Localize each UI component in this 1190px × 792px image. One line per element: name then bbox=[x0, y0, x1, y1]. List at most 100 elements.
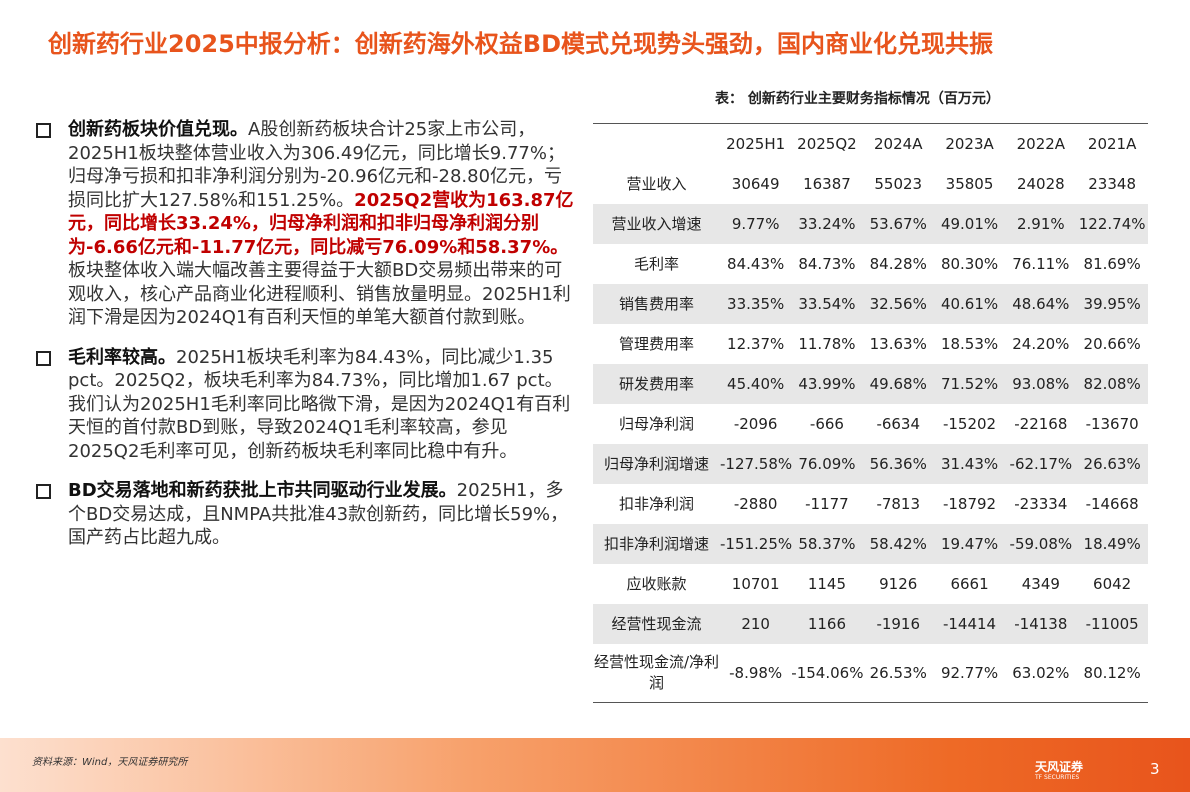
table-cell: -62.17% bbox=[1009, 455, 1073, 473]
table-cell: 23348 bbox=[1088, 175, 1136, 193]
table-cell: 71.52% bbox=[940, 375, 999, 393]
table-row: 扣非净利润增速 -151.25% 58.37% 58.42% 19.47% -59.08%… bbox=[593, 524, 1148, 564]
bullet: 毛利率较高。2025H1板块毛利率为84.43%，同比减少1.35 pct。20… bbox=[36, 346, 574, 464]
bullet-box bbox=[36, 123, 51, 138]
table-cell: 24028 bbox=[1016, 175, 1065, 193]
table-header: 2025H1 2025Q2 2024A 2023A 2022A 2021A bbox=[593, 124, 1148, 164]
table-cell: -6634 bbox=[876, 415, 921, 433]
bullet-head: 毛利率较高。 bbox=[68, 346, 176, 368]
column-header: 2021A bbox=[1087, 135, 1137, 153]
table-row: 研发费用率 45.40% 43.99% 49.68% 71.52% 93.08% 82.08… bbox=[593, 364, 1148, 404]
bullet-text: 板块整体收入端大幅改善主要得益于大额BD交易频出带来的可观收入，核心产品商业化进… bbox=[68, 260, 571, 328]
table-cell: -151.25% bbox=[720, 535, 793, 553]
table-cell: 4349 bbox=[1021, 575, 1060, 593]
column-header: 2024A bbox=[874, 135, 923, 153]
table-cell: -154.06% bbox=[791, 664, 864, 682]
table-row: 归母净利润增速 -127.58% 76.09% 56.36% 31.43% -62.17%… bbox=[593, 444, 1148, 484]
table-cell: 20.66% bbox=[1083, 335, 1141, 353]
logo-en: TF SECURITIES bbox=[1035, 774, 1080, 781]
bullet-list: 创新药板块价值兑现。A股创新药板块合计25家上市公司，2025H1板块整体营业收… bbox=[36, 118, 574, 566]
bullet-text: 2025H1，多个BD交易达成，且NMPA共批准43款创新药，同比增长59%，国… bbox=[68, 480, 569, 548]
row-label: 研发费用率 bbox=[618, 374, 694, 393]
bullet: 创新药板块价值兑现。A股创新药板块合计25家上市公司，2025H1板块整体营业收… bbox=[36, 118, 574, 330]
bullet: BD交易落地和新药获批上市共同驱动行业发展。2025H1，多个BD交易达成，且N… bbox=[36, 479, 574, 550]
table-cell: 84.73% bbox=[798, 255, 856, 273]
table-cell: -7813 bbox=[876, 495, 921, 513]
table-cell: 84.43% bbox=[727, 255, 785, 273]
table-cell: 81.69% bbox=[1083, 255, 1141, 273]
table-cell: 16387 bbox=[803, 175, 851, 193]
row-label: 扣非净利润 bbox=[618, 494, 694, 513]
table-cell: 76.09% bbox=[798, 455, 856, 473]
table-cell: 30649 bbox=[731, 175, 780, 193]
table-cell: 26.63% bbox=[1083, 455, 1141, 473]
bullet-text: 2025H1板块毛利率为84.43%，同比减少1.35 pct。2025Q2，板… bbox=[68, 346, 571, 462]
bullet-text: A股创新药板块合计25家上市公司，2025H1板块整体营业收入为306.49亿元… bbox=[68, 119, 565, 211]
table-cell: 39.95% bbox=[1083, 295, 1141, 313]
table: 2025H1 2025Q2 2024A 2023A 2022A 2021A 营业收入 3064… bbox=[593, 123, 1148, 703]
table-cell: 80.12% bbox=[1083, 664, 1141, 682]
table-cell: -2096 bbox=[733, 415, 778, 433]
table-cell: 56.36% bbox=[869, 455, 927, 473]
table-cell: 11.78% bbox=[798, 335, 856, 353]
table-cell: 6661 bbox=[950, 575, 989, 593]
table-cell: 63.02% bbox=[1012, 664, 1070, 682]
table-cell: 10701 bbox=[731, 575, 780, 593]
table-cell: -23334 bbox=[1014, 495, 1068, 513]
table-cell: 18.49% bbox=[1083, 535, 1141, 553]
table-caption: 表： 创新药行业主要财务指标情况（百万元） bbox=[715, 91, 1000, 107]
bullet-box bbox=[36, 350, 51, 366]
column-header: 2025H1 bbox=[726, 135, 786, 153]
row-label: 销售费用率 bbox=[618, 294, 694, 313]
table-cell: -14138 bbox=[1014, 615, 1068, 633]
table-cell: 9126 bbox=[879, 575, 918, 593]
table-cell: -59.08% bbox=[1009, 535, 1073, 553]
table-row: 扣非净利润 -2880 -1177 -7813 -18792 -23334 -14668 bbox=[593, 484, 1148, 524]
table-cell: -2880 bbox=[733, 495, 778, 513]
table-row: 管理费用率 12.37% 11.78% 13.63% 18.53% 24.20% 20.66… bbox=[593, 324, 1148, 364]
column-header: 2023A bbox=[945, 135, 994, 153]
table-cell: -127.58% bbox=[720, 455, 793, 473]
table-cell: 210 bbox=[741, 615, 770, 633]
table-cell: 40.61% bbox=[940, 295, 999, 313]
logo: 天风证券 bbox=[1035, 760, 1084, 774]
table-cell: 1145 bbox=[807, 575, 847, 593]
table-cell: -18792 bbox=[942, 495, 997, 513]
row-label: 扣非净利润增速 bbox=[603, 534, 709, 553]
table-row: 毛利率 84.43% 84.73% 84.28% 80.30% 76.11% 81.69% bbox=[593, 244, 1148, 284]
table-cell: 12.37% bbox=[727, 335, 785, 353]
row-label: 归母净利润 bbox=[618, 414, 694, 433]
table-cell: 6042 bbox=[1093, 575, 1132, 593]
table-cell: 13.63% bbox=[869, 335, 927, 353]
table-cell: 58.42% bbox=[869, 535, 927, 553]
table-cell: 93.08% bbox=[1012, 375, 1070, 393]
table-cell: 80.30% bbox=[940, 255, 999, 273]
footer-band bbox=[0, 738, 1190, 792]
bullet-box bbox=[36, 484, 51, 499]
row-label: 应收账款 bbox=[626, 574, 687, 593]
table-cell: -15202 bbox=[942, 415, 997, 433]
table-row: 销售费用率 33.35% 33.54% 32.56% 40.61% 48.64% 39.95… bbox=[593, 284, 1148, 324]
row-label: 经营性现金流 bbox=[611, 614, 702, 633]
row-label: 管理费用率 bbox=[618, 334, 694, 353]
source-note: 资料来源：Wind，天风证券研究所 bbox=[32, 757, 188, 768]
table-cell: 35805 bbox=[945, 175, 994, 193]
bullet-head: 创新药板块价值兑现。 bbox=[68, 119, 248, 140]
row-label: 归母净利润增速 bbox=[603, 454, 709, 473]
table-cell: -11005 bbox=[1085, 615, 1139, 633]
table-cell: 122.74% bbox=[1078, 215, 1146, 233]
table-row: 经营性现金流/净利润 -8.98% -154.06% 26.53% 92.77% 63.0… bbox=[593, 644, 1148, 702]
column-header: 2025Q2 bbox=[797, 135, 857, 153]
table-cell: 1166 bbox=[807, 615, 847, 633]
table-cell: -666 bbox=[809, 415, 844, 433]
slide-title: 创新药行业2025中报分析：创新药海外权益BD模式兑现势头强劲，国内商业化兑现共… bbox=[48, 30, 994, 58]
row-label: 营业收入增速 bbox=[611, 214, 702, 233]
table-cell: 43.99% bbox=[798, 375, 856, 393]
table-cell: 49.68% bbox=[869, 375, 927, 393]
table-cell: 48.64% bbox=[1012, 295, 1070, 313]
table-cell: 53.67% bbox=[869, 215, 927, 233]
table-cell: 55023 bbox=[874, 175, 923, 193]
bullet-head: BD交易落地和新药获批上市共同驱动行业发展。 bbox=[68, 480, 457, 501]
bullet-highlight: 2025Q2营收为163.87亿元，同比增长33.24%，归母净利润和扣非归母净… bbox=[68, 189, 574, 258]
